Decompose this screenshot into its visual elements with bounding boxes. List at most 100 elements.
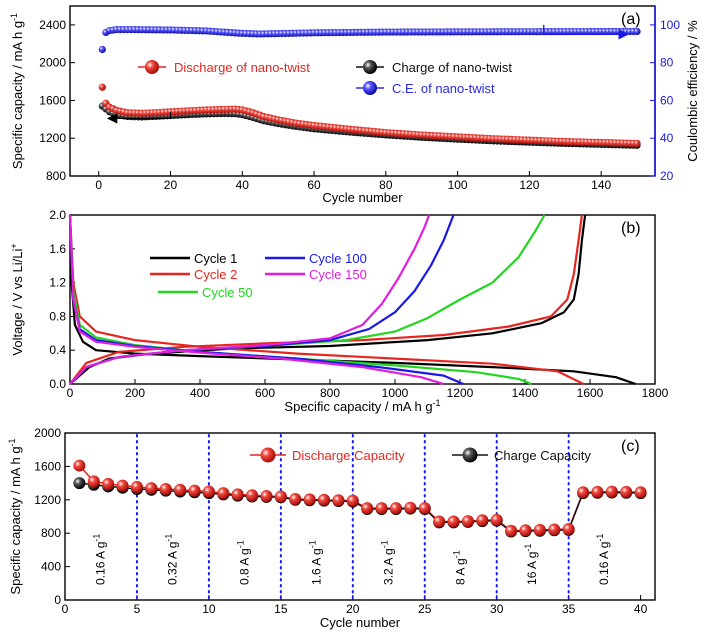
y-tick-label: 0.0 xyxy=(49,377,66,391)
data-point xyxy=(87,475,100,488)
x-tick-label: 400 xyxy=(190,386,210,400)
y-tick-label: 800 xyxy=(41,526,61,540)
y2-tick-label: 20 xyxy=(660,169,674,183)
data-point xyxy=(533,523,546,536)
y2-axis-title: Coulombic efficiency / % xyxy=(685,20,700,162)
data-point xyxy=(633,27,641,36)
legend-marker xyxy=(462,447,478,463)
data-point xyxy=(361,502,374,515)
data-point xyxy=(633,139,641,148)
y-axis-title: Specific capacity / mA h g-1 xyxy=(9,13,25,169)
rate-label: 8 A g-1 xyxy=(451,550,467,585)
data-point xyxy=(73,477,86,490)
y-tick-label: 400 xyxy=(41,560,61,574)
y-tick-label: 1600 xyxy=(39,93,66,107)
y-axis-title: Voltage / V vs Li/Li+ xyxy=(9,243,25,355)
y-tick-label: 2000 xyxy=(39,56,66,70)
data-point xyxy=(476,514,489,527)
panel-label: (c) xyxy=(621,438,640,455)
x-tick-label: 40 xyxy=(236,178,250,192)
legend-marker xyxy=(363,60,377,74)
data-point xyxy=(73,459,86,472)
data-point xyxy=(548,523,561,536)
series-line-charge xyxy=(69,214,431,385)
x-tick-label: 0 xyxy=(67,386,74,400)
data-point xyxy=(433,515,446,528)
data-point xyxy=(447,515,460,528)
x-tick-label: 100 xyxy=(448,178,468,192)
data-point xyxy=(188,484,201,497)
x-tick-label: 1400 xyxy=(512,386,539,400)
data-point xyxy=(303,493,316,506)
data-point xyxy=(634,486,647,499)
x-axis-title: Cycle number xyxy=(322,190,403,205)
y2-tick-label: 60 xyxy=(660,93,674,107)
rate-label: 0.8 A g-1 xyxy=(235,540,251,585)
rate-label: 3.2 A g-1 xyxy=(379,540,395,585)
x-tick-label: 600 xyxy=(255,386,275,400)
y-tick-label: 1.2 xyxy=(49,276,66,290)
data-point xyxy=(605,485,618,498)
data-point xyxy=(562,523,575,536)
legend-marker xyxy=(260,447,276,463)
x-tick-label: 40 xyxy=(634,602,648,616)
x-tick-label: 200 xyxy=(125,386,145,400)
x-tick-label: 20 xyxy=(346,602,360,616)
x-tick-label: 0 xyxy=(62,602,69,616)
x-tick-label: 80 xyxy=(379,178,393,192)
legend-marker xyxy=(363,81,377,95)
legend-label: Cycle 150 xyxy=(309,267,367,282)
y-tick-label: 2400 xyxy=(39,18,66,32)
data-point xyxy=(202,485,215,498)
x-tick-label: 25 xyxy=(418,602,432,616)
legend-label: Cycle 100 xyxy=(309,251,367,266)
data-point xyxy=(159,482,172,495)
y2-tick-label: 80 xyxy=(660,56,674,70)
x-tick-label: 140 xyxy=(591,178,611,192)
x-tick-label: 1600 xyxy=(577,386,604,400)
series-line xyxy=(79,482,641,533)
legend-label: Charge Capacity xyxy=(494,448,591,463)
data-point xyxy=(98,45,106,54)
data-point xyxy=(116,479,129,492)
data-point xyxy=(318,493,331,506)
x-axis-title: Cycle number xyxy=(320,615,401,630)
x-tick-label: 20 xyxy=(164,178,178,192)
y-tick-label: 1600 xyxy=(34,459,61,473)
data-point xyxy=(577,486,590,499)
y-tick-label: 2.0 xyxy=(49,208,66,222)
x-tick-label: 30 xyxy=(490,602,504,616)
series-line-charge xyxy=(69,214,583,385)
data-point xyxy=(490,513,503,526)
x-tick-label: 60 xyxy=(307,178,321,192)
x-axis-title: Specific capacity / mA h g-1 xyxy=(284,398,440,414)
y-tick-label: 1200 xyxy=(34,493,61,507)
legend-label: Cycle 50 xyxy=(202,285,253,300)
series-line-discharge xyxy=(68,214,584,385)
data-point xyxy=(505,524,518,537)
x-tick-label: 0 xyxy=(95,178,102,192)
x-tick-label: 1200 xyxy=(447,386,474,400)
legend-label: Discharge of nano-twist xyxy=(174,60,310,75)
y-tick-label: 0.8 xyxy=(49,309,66,323)
panel-label: (a) xyxy=(621,11,641,28)
data-point xyxy=(404,501,417,514)
y-tick-label: 0 xyxy=(54,593,61,607)
data-point xyxy=(375,502,388,515)
x-tick-label: 10 xyxy=(202,602,216,616)
panel-c: 0 5 10 15 20 25 30 35 400400800120016002000Cycle… xyxy=(7,426,656,630)
plot-frame xyxy=(69,214,656,385)
data-point xyxy=(389,502,402,515)
y2-tick-label: 40 xyxy=(660,131,674,145)
data-point xyxy=(289,492,302,505)
rate-label: 0.16 A g-1 xyxy=(92,534,108,585)
x-tick-label: 5 xyxy=(134,602,141,616)
x-tick-label: 35 xyxy=(562,602,576,616)
annotation-arrow xyxy=(543,24,629,40)
data-point xyxy=(145,482,158,495)
series-line-discharge xyxy=(68,214,636,386)
legend-label: Cycle 1 xyxy=(194,251,237,266)
legend-label: Cycle 2 xyxy=(194,267,237,282)
data-point xyxy=(332,494,345,507)
data-point xyxy=(231,488,244,501)
